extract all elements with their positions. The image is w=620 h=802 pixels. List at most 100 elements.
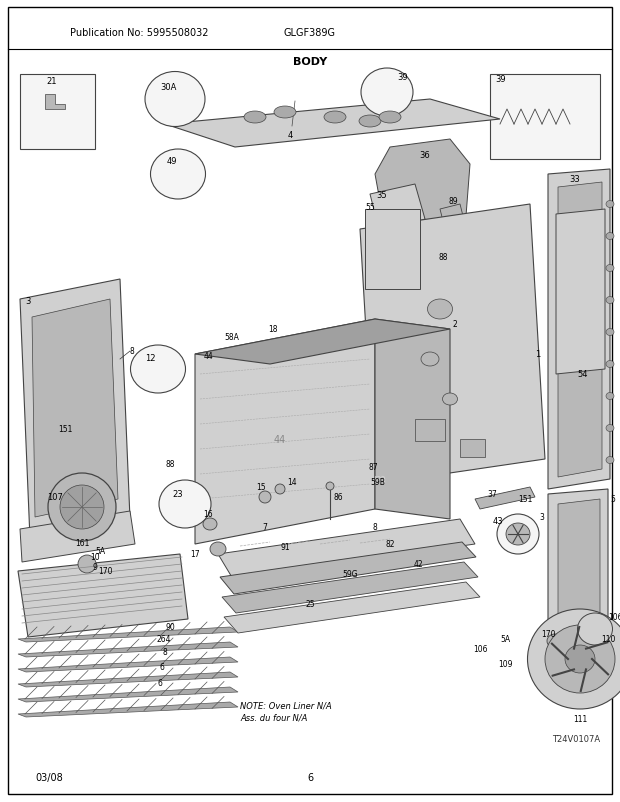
Polygon shape bbox=[168, 500, 202, 514]
Ellipse shape bbox=[565, 645, 595, 673]
Text: 44: 44 bbox=[203, 352, 213, 361]
Text: 14: 14 bbox=[287, 478, 297, 487]
Polygon shape bbox=[18, 554, 188, 638]
Bar bbox=[415, 419, 445, 441]
Polygon shape bbox=[20, 512, 135, 562]
Text: 15: 15 bbox=[256, 483, 266, 492]
Polygon shape bbox=[222, 562, 478, 614]
Text: 6: 6 bbox=[307, 772, 313, 782]
Text: 161: 161 bbox=[75, 539, 89, 548]
Text: 42: 42 bbox=[413, 560, 423, 569]
Text: 10: 10 bbox=[90, 553, 100, 561]
Text: 1: 1 bbox=[535, 350, 540, 359]
Text: 106: 106 bbox=[472, 645, 487, 654]
Text: 36: 36 bbox=[420, 150, 430, 160]
Polygon shape bbox=[18, 627, 238, 642]
Bar bbox=[460, 439, 485, 457]
Text: 49: 49 bbox=[167, 157, 177, 166]
Polygon shape bbox=[18, 642, 238, 657]
Ellipse shape bbox=[606, 393, 614, 400]
Text: 16: 16 bbox=[203, 510, 213, 519]
Text: 37: 37 bbox=[487, 490, 497, 499]
Text: 87: 87 bbox=[368, 463, 378, 472]
Polygon shape bbox=[370, 88, 400, 102]
Polygon shape bbox=[220, 542, 476, 594]
Polygon shape bbox=[18, 687, 238, 702]
Ellipse shape bbox=[259, 492, 271, 504]
Text: 55: 55 bbox=[365, 202, 375, 211]
Text: 21: 21 bbox=[46, 78, 57, 87]
Text: 151: 151 bbox=[58, 425, 72, 434]
Text: 33: 33 bbox=[570, 176, 580, 184]
Text: 8: 8 bbox=[130, 347, 135, 356]
Bar bbox=[365, 210, 420, 290]
Text: 88: 88 bbox=[438, 253, 448, 262]
Text: eReplacementParts.com: eReplacementParts.com bbox=[234, 473, 386, 486]
Text: 170: 170 bbox=[541, 630, 556, 638]
Polygon shape bbox=[218, 520, 475, 579]
Text: 7: 7 bbox=[262, 523, 267, 532]
Polygon shape bbox=[224, 582, 480, 634]
Polygon shape bbox=[548, 489, 608, 630]
Ellipse shape bbox=[606, 233, 614, 241]
Text: 111: 111 bbox=[573, 715, 587, 723]
Text: 90: 90 bbox=[165, 622, 175, 632]
Text: 107: 107 bbox=[47, 493, 63, 502]
Polygon shape bbox=[165, 100, 500, 148]
Ellipse shape bbox=[606, 201, 614, 209]
Ellipse shape bbox=[359, 115, 381, 128]
Text: 23: 23 bbox=[173, 490, 184, 499]
Ellipse shape bbox=[606, 265, 614, 272]
Ellipse shape bbox=[203, 518, 217, 530]
Polygon shape bbox=[20, 280, 130, 539]
Ellipse shape bbox=[326, 482, 334, 490]
Text: 58A: 58A bbox=[224, 333, 239, 342]
Polygon shape bbox=[18, 657, 238, 672]
Text: 2: 2 bbox=[453, 320, 458, 329]
Text: 106: 106 bbox=[608, 613, 620, 622]
Polygon shape bbox=[45, 95, 65, 110]
Bar bbox=[490, 75, 600, 160]
Text: 5: 5 bbox=[610, 495, 615, 504]
Polygon shape bbox=[18, 702, 238, 717]
Text: GLGF389G: GLGF389G bbox=[284, 28, 336, 38]
Polygon shape bbox=[370, 184, 425, 235]
Polygon shape bbox=[440, 229, 462, 253]
Text: 91: 91 bbox=[280, 543, 290, 552]
Ellipse shape bbox=[151, 150, 205, 200]
Text: 109: 109 bbox=[498, 660, 512, 669]
Polygon shape bbox=[143, 363, 173, 378]
Ellipse shape bbox=[606, 361, 614, 368]
Text: 9: 9 bbox=[92, 563, 97, 572]
Ellipse shape bbox=[443, 394, 458, 406]
Text: 5A: 5A bbox=[95, 547, 105, 556]
Text: 5A: 5A bbox=[500, 634, 510, 644]
Polygon shape bbox=[375, 140, 470, 245]
Ellipse shape bbox=[159, 480, 211, 529]
Text: Ass. du four N/A: Ass. du four N/A bbox=[240, 713, 308, 722]
Text: BODY: BODY bbox=[293, 57, 327, 67]
Text: 264: 264 bbox=[157, 634, 171, 644]
Ellipse shape bbox=[130, 346, 185, 394]
Ellipse shape bbox=[606, 297, 614, 304]
Polygon shape bbox=[375, 320, 450, 520]
Text: 39: 39 bbox=[397, 72, 409, 81]
Ellipse shape bbox=[379, 111, 401, 124]
Text: 59B: 59B bbox=[371, 478, 386, 487]
Polygon shape bbox=[440, 205, 465, 229]
Polygon shape bbox=[556, 210, 605, 375]
Text: 59G: 59G bbox=[342, 569, 358, 579]
Ellipse shape bbox=[60, 485, 104, 529]
Polygon shape bbox=[18, 672, 238, 687]
Text: 4: 4 bbox=[288, 131, 293, 140]
Ellipse shape bbox=[324, 111, 346, 124]
Ellipse shape bbox=[275, 484, 285, 494]
Text: 43: 43 bbox=[493, 516, 503, 526]
Text: 39: 39 bbox=[495, 75, 506, 84]
Ellipse shape bbox=[78, 555, 96, 573]
Ellipse shape bbox=[606, 425, 614, 432]
Text: 110: 110 bbox=[601, 634, 615, 644]
Polygon shape bbox=[558, 500, 600, 619]
Text: 44: 44 bbox=[274, 435, 286, 444]
Ellipse shape bbox=[606, 329, 614, 336]
